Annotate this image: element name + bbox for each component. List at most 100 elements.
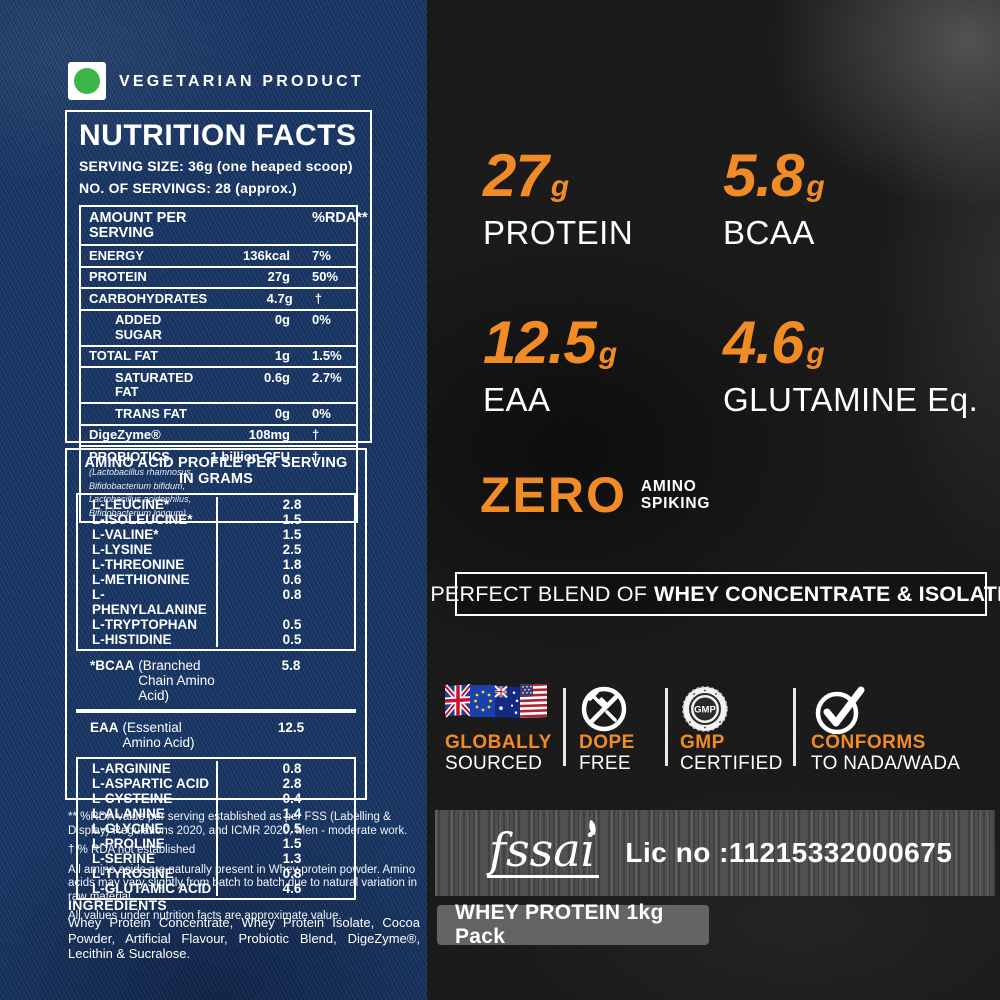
badge-globally-sourced: GLOBALLY SOURCED [445,684,552,775]
header-amount-per-serving: AMOUNT PER SERVING [89,210,187,241]
probiotic-strain: Bifidobacterium longum) [89,507,187,518]
protein-label: PROTEIN [483,214,634,251]
zero-text: ZERO [480,467,627,523]
servings-count: NO. OF SERVINGS: 28 (approx.) [79,180,297,196]
footnote: ** %RDA value per serving established as… [68,811,408,837]
nutrition-facts-box: NUTRITION FACTS SERVING SIZE: 36g (one h… [65,110,372,523]
vegetarian-dot-icon [74,68,100,94]
table-row: TRANS FAT 0g 0% [81,402,356,424]
amino-table-nonessentials: L-ARGININE 0.8 L-ASPARTIC ACID 2.8 L-CYSTE… [76,757,356,900]
amino-row: L-VALINE* 1.5 [78,527,354,542]
amino-row: L-ALANINE 1.4 [78,806,354,821]
amino-row: L-LEUCINE* 2.8 [78,497,354,512]
badge-subtitle: FREE [579,753,631,774]
amino-row: L-CYSTEINE 0.4 [78,791,354,806]
bcaa-value: 5.8 [281,658,301,673]
checkmark-icon [811,684,960,735]
divider [76,709,356,713]
zero-sub-line1: AMINO [640,477,697,495]
amino-row: L-ISOLEUCINE* 1.5 [78,512,354,527]
svg-text:GMP: GMP [694,705,716,716]
bcaa-value: 5.8 [723,142,804,209]
table-row: SATURATED FAT 0.6g 2.7% [81,366,356,402]
eaa-summary-row: EAA (Essential Amino Acid) 12.5 [78,720,354,750]
table-row: DigeZyme® 108mg † [81,423,356,446]
stat-bcaa: 5.8 g BCAA [723,146,825,251]
protein-unit: g [550,170,570,203]
table-row: PROTEIN 27g 50% [81,265,356,288]
bcaa-label: BCAA [723,214,815,251]
vegetarian-icon [68,62,106,100]
table-header-row: AMOUNT PER SERVING %RDA** [81,207,368,244]
highlights-panel: 27 g PROTEIN 5.8 g BCAA 12.5 g EAA 4.6 g GLU… [427,0,1000,1000]
divider [563,688,566,766]
probiotics-name: PROBIOTICS [89,448,170,464]
serving-size: SERVING SIZE: 36g (one heaped scoop) [79,158,353,174]
ingredients-section: INGREDIENTS Whey Protein Concentrate, Wh… [68,897,420,962]
dope-free-icon [579,684,635,732]
footnote: All amino acids are naturally present in… [68,863,418,903]
protein-value: 27 [483,142,549,209]
nutrition-table: AMOUNT PER SERVING %RDA** ENERGY 136kcal… [79,205,368,523]
bcaa-summary-row: *BCAA (Branched Chain Amino Acid) 5.8 [78,658,354,703]
amino-row: L-GLYCINE 0.5 [78,821,354,836]
bcaa-unit: g [806,170,825,203]
fssai-license-band: fssai Lic no :11215332000675 [435,810,995,896]
table-row: CARBOHYDRATES 4.7g † [81,287,356,309]
probiotic-strain: (Lactobacillus rhamnosus, [89,467,194,477]
amino-row: L-TYROSINE 0.8 [78,866,354,881]
nutrition-panel: VEGETARIAN PRODUCT NUTRITION FACTS SERVI… [0,0,427,1000]
stat-glutamine: 4.6 g GLUTAMINE Eq. [723,313,978,418]
eaa-unit: g [598,337,618,370]
badge-dope-free: DOPE FREE [579,684,635,775]
fssai-license-number: Lic no :11215332000675 [625,837,953,868]
eaa-label: EAA [90,720,119,735]
eaa-value: 12.5 [277,720,305,735]
amino-row: L-TRYPTOPHAN 0.5 [78,617,354,632]
glutamine-value: 4.6 [723,309,804,376]
eaa-label: EAA [483,381,551,418]
table-row-probiotics: PROBIOTICS (Lactobacillus rhamnosus, Bif… [81,445,356,521]
table-row: ADDED SUGAR 0g 0% [81,308,356,345]
blend-banner: PERFECT BLEND OF WHEY CONCENTRATE & ISOL… [430,572,1000,616]
header-rda: %RDA** [312,210,368,226]
amino-row: L-LYSINE 2.5 [78,542,354,557]
certification-badges: GLOBALLY SOURCED [427,684,1000,776]
footnotes: ** %RDA value per serving established as… [68,811,420,930]
vegetarian-label: VEGETARIAN PRODUCT [119,73,364,90]
badge-subtitle: SOURCED [445,753,543,774]
glutamine-label: GLUTAMINE Eq. [723,381,979,418]
amino-table-essentials: L-LEUCINE* 2.8 L-ISOLEUCINE* 1.5 L-VALINE*… [76,493,356,651]
amino-row: L-HISTIDINE 0.5 [78,632,354,647]
glutamine-unit: g [806,337,825,370]
amino-profile-title: AMINO ACID PROFILE PER SERVING IN GRAMS [84,455,348,487]
nutrition-facts-title: NUTRITION FACTS [79,119,357,152]
gmp-seal-icon: GMP [680,684,783,732]
footnote: All values under nutrition facts are app… [68,910,342,922]
badge-conforms-nada-wada: CONFORMS TO NADA/WADA [811,684,960,775]
stat-protein: 27 g PROTEIN [483,146,633,251]
fssai-logo: fssai [487,819,600,878]
probiotic-strain: Lactobacillus acidophilus, [89,494,192,504]
zero-amino-spiking: ZERO AMINO SPIKING [480,470,710,520]
amino-acid-profile-box: AMINO ACID PROFILE PER SERVING IN GRAMS … [65,448,367,900]
zero-sub-line2: SPIKING [640,495,711,512]
banner-bold: WHEY CONCENTRATE & ISOLATE [654,581,1000,606]
badge-title: GLOBALLY [445,732,552,753]
badge-title: GMP [680,732,725,753]
divider [793,688,796,766]
amino-row: L-ARGININE 0.8 [78,761,354,776]
badge-subtitle: CERTIFIED [680,753,783,774]
amino-row: L-SERINE 1.3 [78,851,354,866]
ingredients-text: Whey Protein Concentrate, Whey Protein I… [68,915,420,961]
amino-row: L-THREONINE 1.8 [78,557,354,572]
table-row: ENERGY 136kcal 7% [81,244,356,266]
bcaa-label: *BCAA [90,658,135,673]
badge-title: DOPE [579,732,635,753]
amino-row: L-GLUTAMIC ACID 4.6 [78,881,354,896]
stat-eaa: 12.5 g EAA [483,313,617,418]
banner-prefix: PERFECT BLEND OF [430,581,648,606]
amino-row: L-ASPARTIC ACID 2.8 [78,776,354,791]
eaa-value: 12.5 [483,309,597,376]
